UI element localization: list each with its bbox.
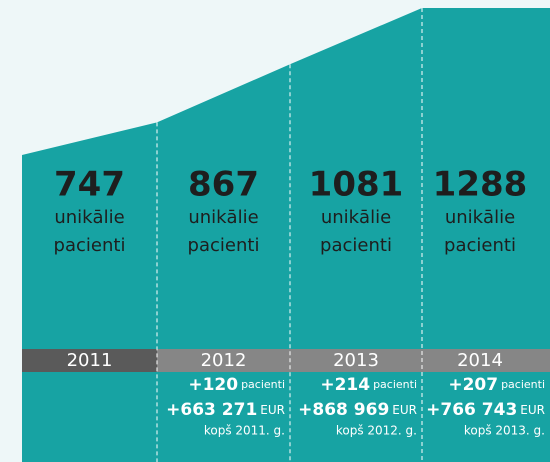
unit-label: unikālie — [188, 207, 258, 228]
money-change: +663 271 EUR — [166, 400, 285, 420]
patients-unit: pacienti — [241, 378, 285, 391]
money-change: +766 743 EUR — [426, 400, 545, 420]
year-label: 2011 — [67, 350, 113, 371]
unit-label: pacienti — [444, 235, 516, 256]
since-label: kopš 2013. g. — [464, 424, 545, 438]
unit-label: pacienti — [54, 235, 126, 256]
since-label: kopš 2011. g. — [204, 424, 285, 438]
money-number: +663 271 — [166, 400, 257, 420]
value-label: 1288 — [433, 165, 528, 205]
unit-label: unikālie — [321, 207, 391, 228]
patients-change: +207 pacienti — [448, 375, 545, 395]
money-unit: EUR — [520, 403, 545, 417]
year-band — [157, 349, 290, 372]
patients-number: +207 — [448, 375, 498, 395]
money-number: +766 743 — [426, 400, 517, 420]
year-label: 2012 — [201, 350, 247, 371]
since-label: kopš 2012. g. — [336, 424, 417, 438]
patients-unit: pacienti — [373, 378, 417, 391]
area — [22, 8, 550, 462]
year-band — [422, 349, 550, 372]
money-unit: EUR — [260, 403, 285, 417]
money-number: +868 969 — [298, 400, 389, 420]
year-label: 2014 — [457, 350, 503, 371]
unit-label: unikālie — [54, 207, 124, 228]
value-label: 747 — [54, 165, 125, 205]
money-unit: EUR — [392, 403, 417, 417]
value-label: 867 — [188, 165, 259, 205]
unit-label: pacienti — [320, 235, 392, 256]
patients-change: +120 pacienti — [188, 375, 285, 395]
value-label: 1081 — [309, 165, 404, 205]
year-band — [290, 349, 422, 372]
year-band — [22, 349, 157, 372]
patients-change: +214 pacienti — [320, 375, 417, 395]
patients-unit: pacienti — [501, 378, 545, 391]
unit-label: pacienti — [188, 235, 260, 256]
unit-label: unikālie — [445, 207, 515, 228]
money-change: +868 969 EUR — [298, 400, 417, 420]
patients-number: +214 — [320, 375, 370, 395]
patients-number: +120 — [188, 375, 238, 395]
year-label: 2013 — [333, 350, 379, 371]
